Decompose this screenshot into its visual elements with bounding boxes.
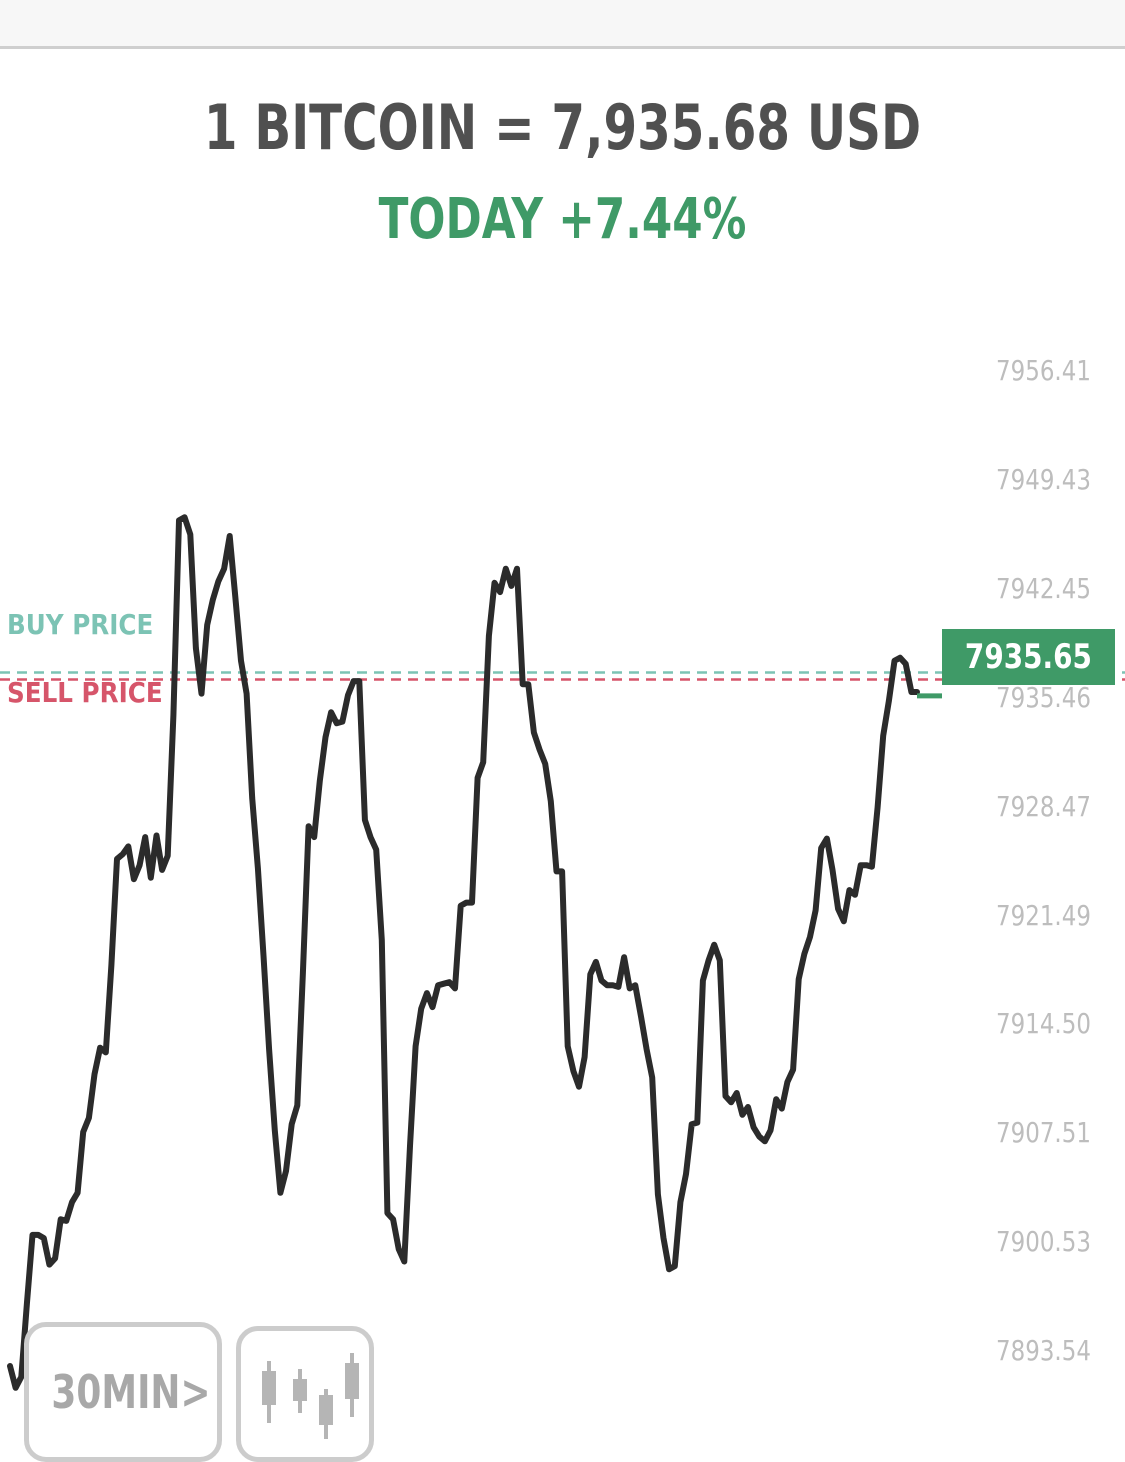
y-tick-label: 7928.47 — [996, 789, 1091, 823]
interval-button[interactable]: 30MIN> — [24, 1322, 222, 1462]
interval-label: 30MIN> — [51, 1365, 211, 1419]
y-tick-label: 7956.41 — [996, 354, 1091, 387]
top-bar — [0, 0, 1125, 49]
y-tick-label: 7921.49 — [996, 898, 1091, 932]
y-tick-label: 7949.43 — [996, 462, 1091, 496]
y-tick-label: 7900.53 — [996, 1225, 1091, 1259]
current-price-tag: 7935.65 — [942, 629, 1115, 685]
daily-change: TODAY +7.44% — [378, 187, 747, 252]
current-price-value: 7935.65 — [964, 637, 1092, 677]
page-title: 1 BITCOIN = 7,935.68 USD — [203, 91, 922, 164]
candlestick-icon — [262, 1353, 359, 1439]
y-tick-label: 7935.46 — [996, 680, 1091, 714]
sell-price-label: SELL PRICE — [7, 676, 163, 709]
chart-type-button[interactable] — [236, 1326, 374, 1462]
y-tick-label: 7907.51 — [996, 1116, 1091, 1150]
y-tick-label: 7942.45 — [996, 571, 1091, 605]
y-tick-label: 7914.50 — [996, 1007, 1091, 1041]
buy-price-label: BUY PRICE — [7, 608, 154, 641]
price-series-line — [7, 514, 920, 1391]
y-tick-label: 7893.54 — [996, 1334, 1091, 1368]
